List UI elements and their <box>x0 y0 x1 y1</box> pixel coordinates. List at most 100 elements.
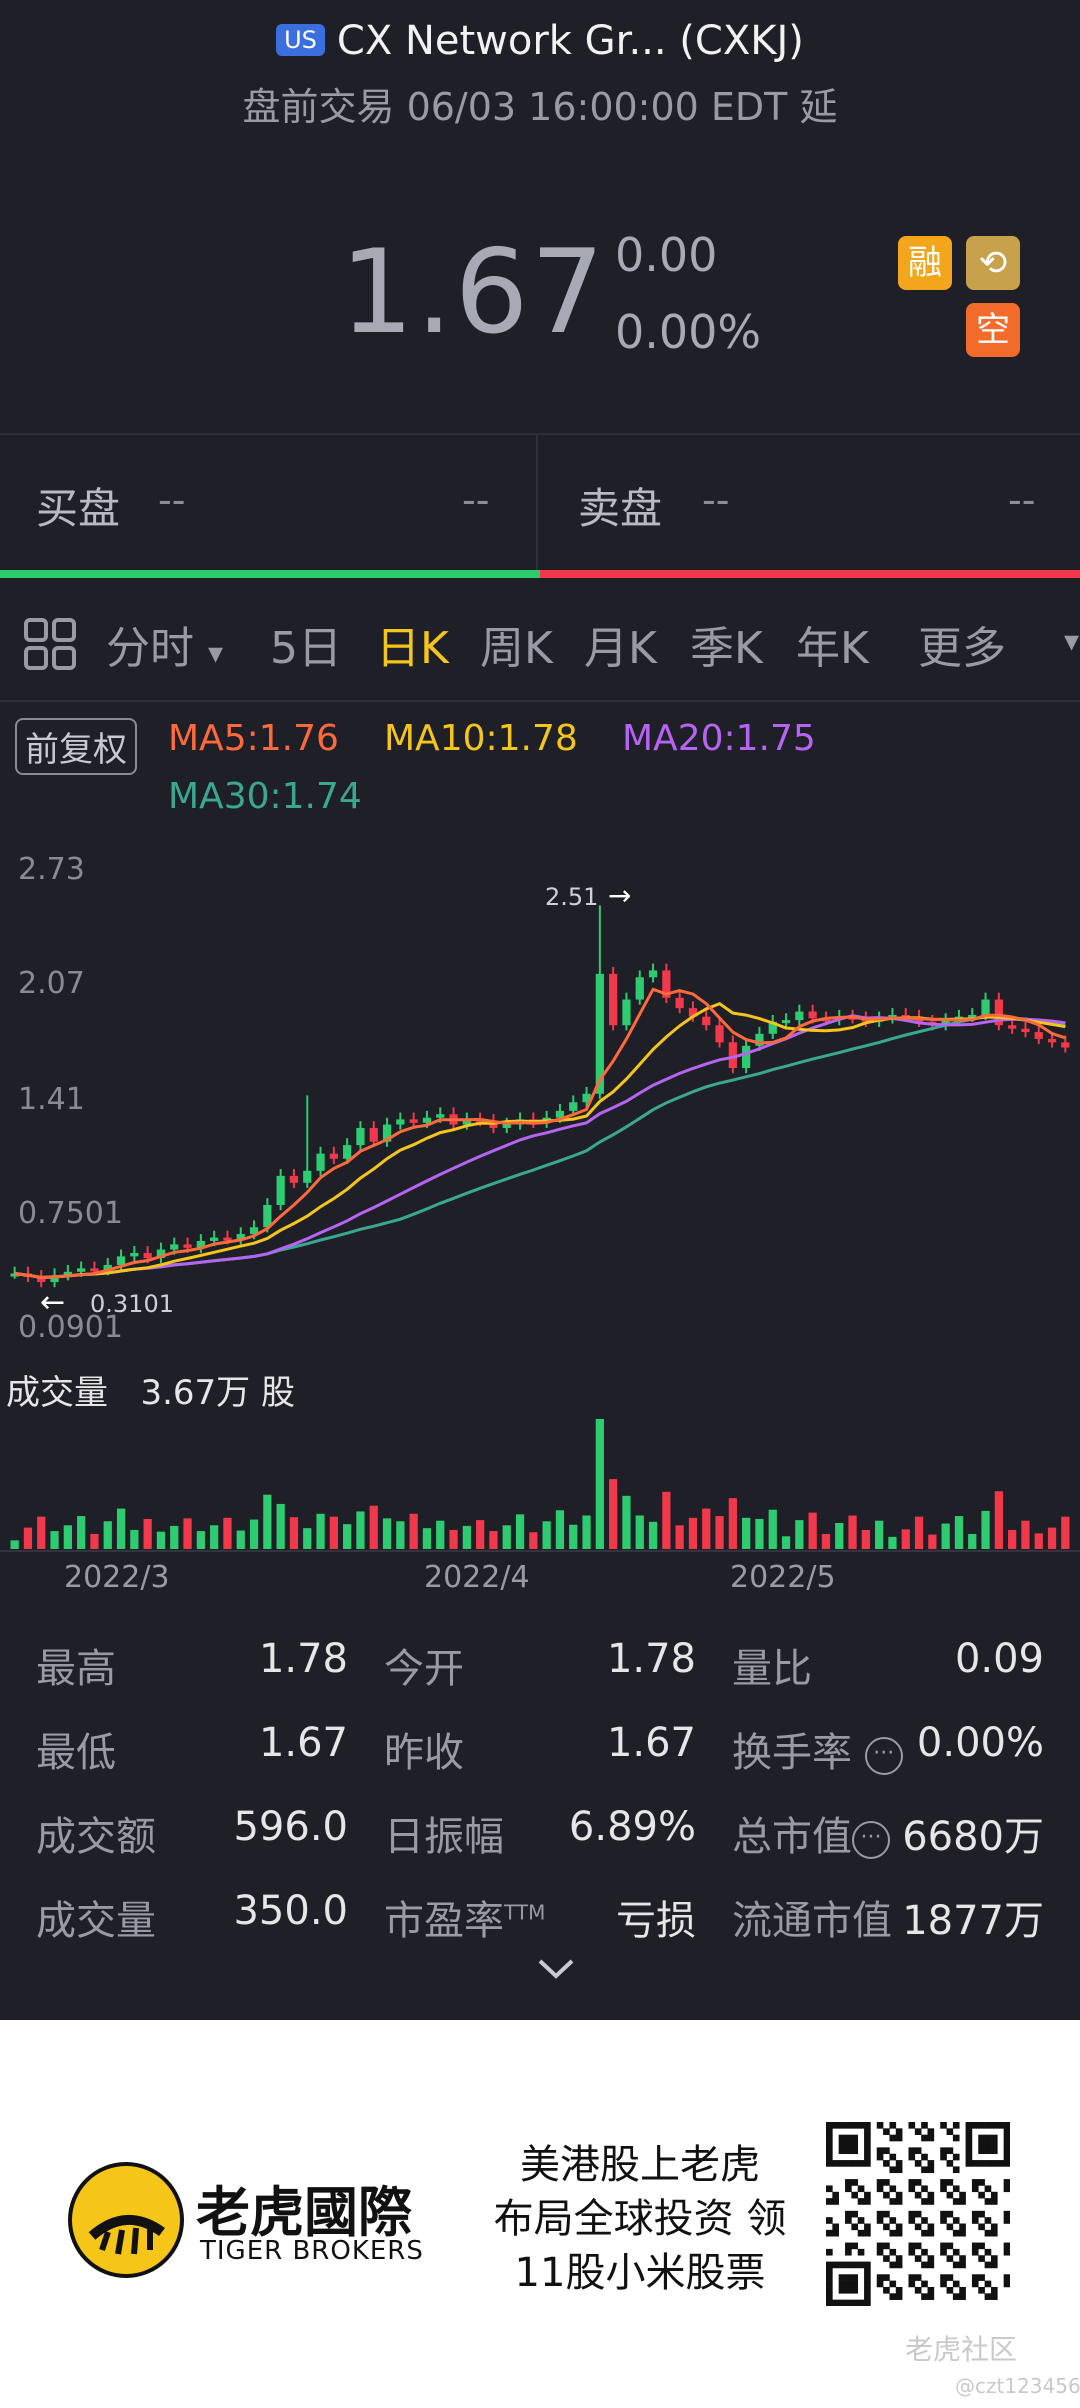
qr-module <box>978 2223 985 2231</box>
qr-module <box>984 2280 992 2288</box>
qr-module <box>914 2179 922 2186</box>
qr-module <box>889 2166 897 2174</box>
more-info-icon[interactable]: ··· <box>864 1737 903 1775</box>
divider <box>0 700 1080 702</box>
qr-module <box>940 2185 947 2193</box>
qr-module <box>990 2255 998 2262</box>
volume-bar <box>715 1516 724 1549</box>
session-status: 盘前交易 06/03 16:00:00 EDT 延 <box>242 85 838 129</box>
tab-quarterly-k[interactable]: 季K <box>690 623 763 674</box>
qr-module <box>864 2223 871 2231</box>
volume-bar <box>502 1525 511 1549</box>
volume-bar <box>382 1518 392 1549</box>
qr-module <box>990 2141 998 2148</box>
adjust-toggle[interactable]: 前复权 <box>15 718 137 775</box>
tab-more[interactable]: 更多 <box>918 623 1006 674</box>
qr-module <box>883 2160 890 2167</box>
qr-code[interactable] <box>826 2122 1010 2306</box>
stat-label[interactable]: 换手率 ··· <box>732 1720 903 1778</box>
tab-5day[interactable]: 5日 <box>270 623 342 674</box>
more-info-icon[interactable]: ··· <box>852 1821 890 1859</box>
volume-title-value: 3.67万 股 <box>140 1373 295 1413</box>
qr-module <box>914 2147 922 2155</box>
qr-module <box>952 2166 960 2174</box>
volume-bar <box>156 1531 166 1549</box>
qr-module <box>895 2229 903 2237</box>
qr-module <box>883 2179 890 2186</box>
qr-module <box>864 2261 871 2269</box>
candle-body <box>715 1025 724 1043</box>
tab-weekly-k[interactable]: 周K <box>480 623 553 674</box>
qr-module <box>832 2198 839 2205</box>
volume-bar <box>569 1524 578 1549</box>
qr-module <box>946 2191 954 2199</box>
candle-body <box>196 1240 205 1248</box>
qr-module <box>908 2242 916 2250</box>
qr-module <box>978 2255 985 2262</box>
more-chevron-icon[interactable]: ▾ <box>1064 624 1080 659</box>
candle-body <box>77 1268 86 1272</box>
volume-bar <box>343 1524 352 1549</box>
x-tick: 2022/4 <box>424 1560 530 1595</box>
qr-module <box>826 2267 833 2275</box>
qr-module <box>965 2141 973 2148</box>
volume-bar <box>835 1523 844 1549</box>
volume-bar <box>130 1529 139 1549</box>
stat-label: 最高 <box>36 1646 116 1692</box>
candle-body <box>648 970 658 978</box>
qr-module <box>1003 2185 1010 2193</box>
qr-module <box>895 2160 903 2167</box>
qr-module <box>971 2122 979 2129</box>
qr-module <box>857 2248 865 2256</box>
qr-module <box>826 2153 833 2161</box>
history-icon[interactable]: ⟲ <box>966 236 1020 290</box>
qr-module <box>921 2185 928 2193</box>
qr-module <box>952 2185 960 2193</box>
short-tag[interactable]: 空 <box>966 303 1020 357</box>
candle-body <box>263 1205 272 1228</box>
qr-module <box>1003 2128 1010 2135</box>
margin-tag[interactable]: 融 <box>898 236 952 290</box>
stat-label: 成交量 <box>36 1898 156 1944</box>
chevron-down-icon[interactable] <box>536 1956 576 1986</box>
qr-module <box>889 2248 897 2256</box>
qr-module <box>876 2248 884 2256</box>
community-watermark: 老虎社区 <box>905 2333 1018 2366</box>
qr-module <box>965 2160 973 2167</box>
bid-label: 买盘 <box>36 484 121 533</box>
qr-module <box>940 2147 947 2155</box>
candle-body <box>622 999 631 1026</box>
volume-bar <box>542 1521 551 1549</box>
tab-daily-k[interactable]: 日K <box>376 623 449 674</box>
qr-module <box>908 2217 916 2224</box>
tab-monthly-k[interactable]: 月K <box>584 623 657 674</box>
stat-label[interactable]: 总市值 ··· <box>732 1804 890 1862</box>
qr-module <box>826 2217 833 2224</box>
qr-module <box>851 2141 859 2148</box>
candle-body <box>635 977 644 1000</box>
tiger-logo-icon <box>68 2162 184 2278</box>
qr-module <box>914 2255 922 2262</box>
qr-module <box>851 2261 859 2269</box>
qr-module <box>984 2134 992 2142</box>
qr-module <box>845 2122 852 2129</box>
brand-name-en: TIGER BROKERS <box>200 2236 424 2266</box>
qr-module <box>826 2160 833 2167</box>
stock-title[interactable]: US CX Network Gr... (CXKJ) <box>0 18 1080 64</box>
qr-module <box>826 2122 833 2129</box>
candle-body <box>502 1124 511 1128</box>
volume-bar <box>1061 1516 1070 1549</box>
volume-bar <box>515 1514 525 1549</box>
tab-yearly-k[interactable]: 年K <box>796 623 869 674</box>
qr-module <box>889 2280 897 2288</box>
volume-chart[interactable] <box>0 1405 1080 1555</box>
grid-icon[interactable] <box>24 618 76 674</box>
qr-module <box>826 2141 833 2148</box>
qr-module <box>883 2223 890 2231</box>
candle-body <box>662 970 671 998</box>
volume-bar <box>954 1516 964 1549</box>
qr-module <box>997 2122 1004 2129</box>
tab-intraday[interactable]: 分时 ▾ <box>106 612 223 676</box>
qr-module <box>927 2191 935 2199</box>
kline-chart[interactable]: 2.51 → ← 0.3101 <box>0 850 1080 1350</box>
